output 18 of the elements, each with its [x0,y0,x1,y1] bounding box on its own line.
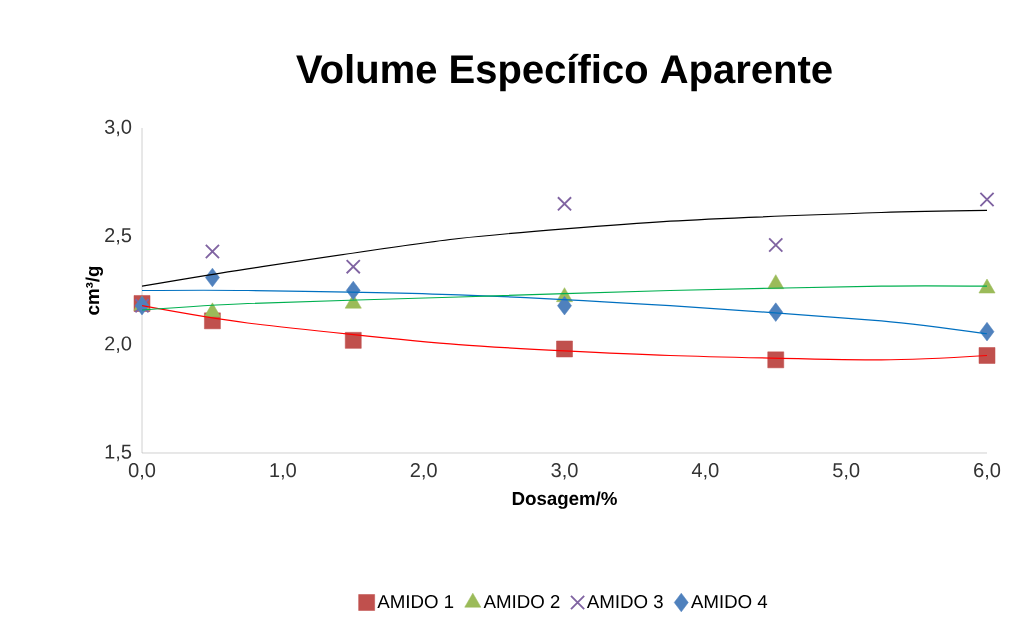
y-axis-title: cm³/g [85,266,103,315]
legend-label: AMIDO 2 [483,594,560,609]
x-tick-label: 4,0 [691,463,719,480]
legend-label: AMIDO 1 [377,594,454,609]
y-tick-label: 3,0 [104,119,132,137]
chart-title: Volume Específico Aparente [296,53,832,92]
y-tick-label: 2,0 [105,336,132,353]
x-tick-label: 2,0 [410,463,437,480]
x-tick-label: 6,0 [974,463,1001,480]
x-tick-label: 0,0 [128,463,156,480]
legend-label: AMIDO 3 [586,594,663,609]
x-tick-label: 3,0 [551,463,578,480]
x-tick-label: 5,0 [833,463,860,480]
legend-label: AMIDO 4 [690,594,768,609]
x-tick-label: 1,0 [270,463,296,480]
x-axis-title: Dosagem/% [512,491,617,509]
y-tick-label: 1,5 [105,444,132,462]
y-tick-label: 2,5 [105,228,132,245]
